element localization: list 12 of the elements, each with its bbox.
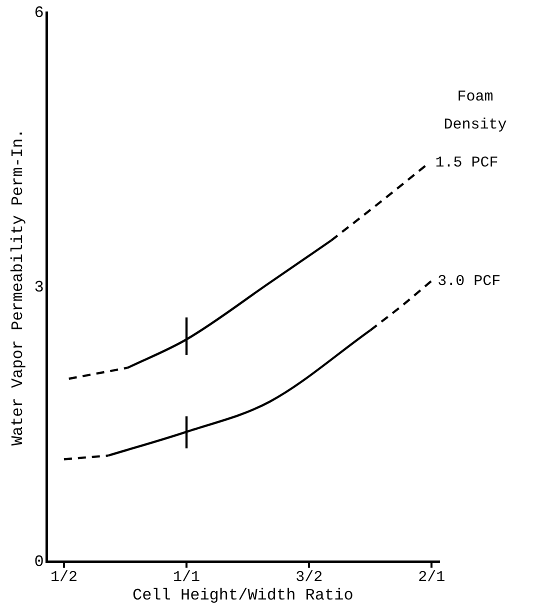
x-tick-label: 2/1 xyxy=(418,568,446,586)
y-axis-title: Water Vapor Permeability Perm-In. xyxy=(8,128,27,446)
x-tick-label: 1/1 xyxy=(173,568,200,586)
y-tick-label: 6 xyxy=(34,4,44,22)
x-tick-label: 1/2 xyxy=(50,568,78,586)
x-tick-label: 3/2 xyxy=(296,568,323,586)
x-axis-title: Cell Height/Width Ratio xyxy=(132,586,354,605)
series-label: 3.0 PCF xyxy=(438,272,501,290)
legend-title: Foam Density xyxy=(444,88,507,134)
y-tick-label: 3 xyxy=(34,278,44,296)
y-tick-label: 0 xyxy=(34,553,44,572)
series-label: 1.5 PCF xyxy=(435,154,498,172)
